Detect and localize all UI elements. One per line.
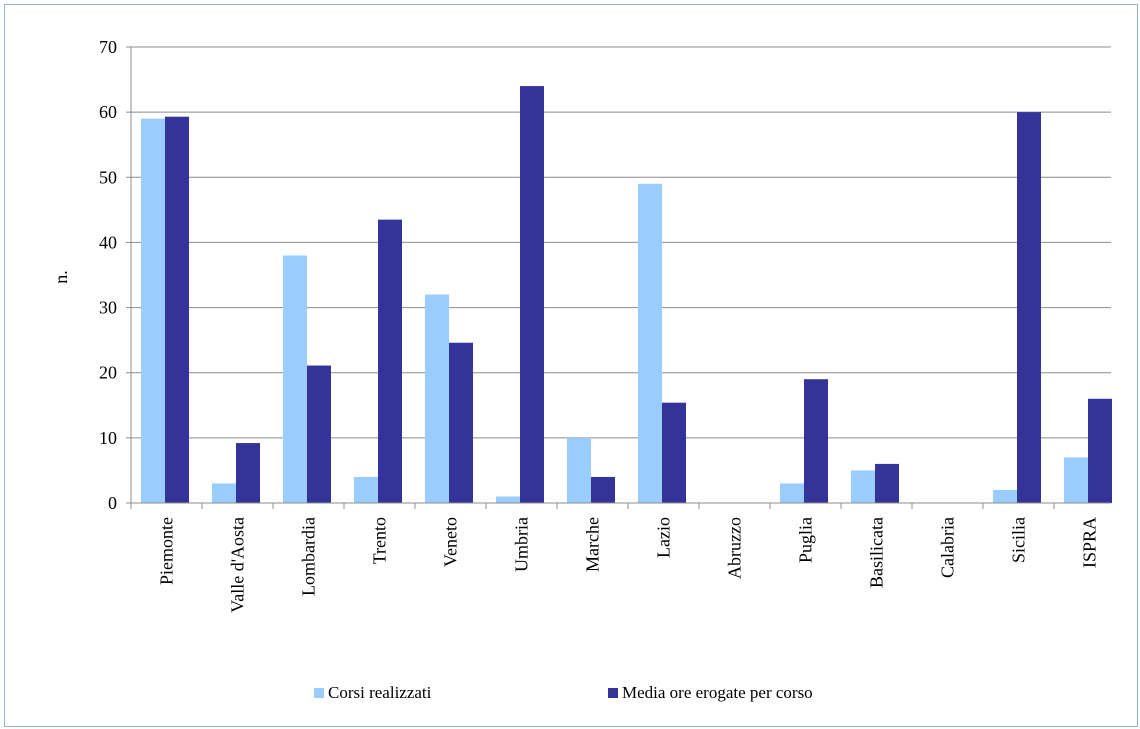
- bar-corsi-7: [638, 183, 662, 504]
- bar-media-4: [449, 342, 473, 503]
- y-tick-label: 10: [99, 428, 117, 448]
- bar-media-6: [591, 476, 615, 503]
- chart-frame: 0 10 20 30 40 50 60 70 Piemonte Valle d'Aosta Lom…: [4, 4, 1138, 727]
- x-category-label: Calabria: [938, 517, 958, 578]
- x-category-label: Lombardia: [299, 517, 319, 596]
- y-tick-labels: 0 10 20 30 40 50 60 70: [99, 37, 131, 513]
- bar-media-7: [662, 402, 686, 503]
- x-category-label: Umbria: [512, 517, 532, 572]
- bar-corsi-1: [212, 483, 236, 503]
- y-tick-label: 60: [99, 102, 117, 122]
- bar-media-3: [378, 219, 402, 503]
- bar-corsi-3: [354, 476, 378, 503]
- y-tick-label: 50: [99, 167, 117, 187]
- bars: [141, 86, 1112, 504]
- bar-media-2: [307, 365, 331, 503]
- x-category-label: Puglia: [796, 517, 816, 563]
- bar-media-13: [1088, 398, 1112, 503]
- legend-label-1: Media ore erogate per corso: [622, 683, 813, 702]
- legend-swatch-1: [608, 688, 618, 698]
- bar-corsi-2: [283, 255, 307, 503]
- x-category-label: Abruzzo: [725, 517, 745, 579]
- x-category-label: Sicilia: [1009, 517, 1029, 563]
- bar-corsi-10: [851, 470, 875, 503]
- bar-corsi-0: [141, 118, 165, 504]
- x-category-label: Piemonte: [157, 517, 177, 585]
- bar-media-10: [875, 463, 899, 503]
- bar-chart: 0 10 20 30 40 50 60 70 Piemonte Valle d'Aosta Lom…: [51, 37, 1112, 702]
- bar-corsi-9: [780, 483, 804, 503]
- y-tick-label: 70: [99, 37, 117, 57]
- bar-media-9: [804, 379, 828, 503]
- axes: [130, 47, 1111, 509]
- bar-media-12: [1017, 112, 1041, 504]
- x-category-labels: Piemonte Valle d'Aosta Lombardia Trento Vene…: [157, 517, 1100, 613]
- bar-media-1: [236, 443, 260, 503]
- x-category-label: Valle d'Aosta: [228, 517, 248, 613]
- x-category-label: Lazio: [654, 517, 674, 558]
- x-category-label: Veneto: [441, 517, 461, 567]
- legend: Corsi realizzati Media ore erogate per co…: [314, 683, 813, 702]
- y-axis-title: n.: [51, 270, 71, 284]
- x-category-label: ISPRA: [1080, 517, 1100, 568]
- y-tick-label: 40: [99, 232, 117, 252]
- bar-corsi-4: [425, 294, 449, 503]
- gridlines: [131, 46, 1111, 439]
- legend-label-0: Corsi realizzati: [328, 683, 432, 702]
- x-category-label: Trento: [370, 517, 390, 564]
- x-category-label: Basilicata: [867, 517, 887, 588]
- bar-corsi-5: [496, 496, 520, 503]
- x-category-label: Marche: [583, 517, 603, 572]
- bar-media-0: [165, 116, 189, 504]
- legend-swatch-0: [314, 688, 324, 698]
- bar-media-5: [520, 86, 544, 503]
- y-tick-label: 20: [99, 363, 117, 383]
- y-tick-label: 0: [108, 493, 117, 513]
- bar-corsi-13: [1064, 457, 1088, 503]
- bar-corsi-12: [993, 489, 1017, 503]
- bar-corsi-6: [567, 437, 591, 503]
- y-tick-label: 30: [99, 298, 117, 318]
